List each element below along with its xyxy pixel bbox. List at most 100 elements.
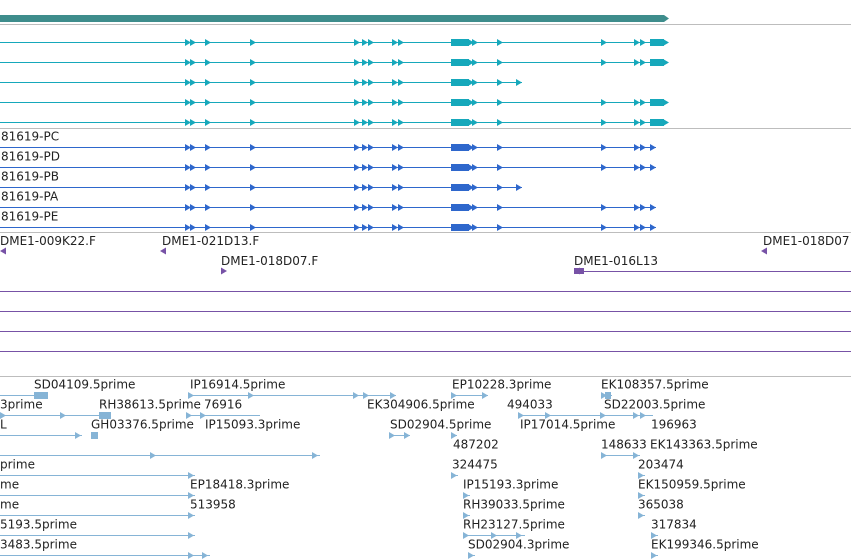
cds-row[interactable]: 81619-PB bbox=[0, 170, 522, 192]
exon-arrow bbox=[392, 99, 398, 106]
transcript-row[interactable] bbox=[0, 59, 669, 66]
est-feature[interactable] bbox=[604, 412, 653, 419]
est-feature[interactable] bbox=[518, 412, 608, 419]
est-label[interactable]: 317834 bbox=[651, 518, 697, 532]
est-label[interactable]: IP16914.5prime bbox=[190, 378, 285, 392]
est-label[interactable]: 148633 bbox=[601, 438, 647, 452]
est-label[interactable]: IP17014.5prime bbox=[520, 418, 615, 432]
est-label[interactable]: SD02904.5prime bbox=[390, 418, 491, 432]
exon-arrow bbox=[250, 99, 256, 106]
est-feature[interactable] bbox=[451, 472, 458, 479]
est-feature[interactable] bbox=[451, 392, 488, 399]
est-label[interactable]: 76916 bbox=[204, 398, 242, 412]
est-feature[interactable] bbox=[0, 512, 195, 519]
coding-exon-block bbox=[451, 144, 469, 151]
est-feature[interactable] bbox=[601, 452, 640, 459]
transcript-row[interactable] bbox=[0, 99, 669, 106]
est-feature[interactable] bbox=[651, 552, 658, 559]
est-label[interactable]: 196963 bbox=[651, 418, 697, 432]
est-feature[interactable] bbox=[186, 412, 260, 419]
coding-exon-block bbox=[650, 99, 664, 106]
est-label[interactable]: L bbox=[0, 418, 7, 432]
est-label[interactable]: 203474 bbox=[638, 458, 684, 472]
exon-arrow bbox=[497, 204, 503, 211]
est-feature[interactable] bbox=[463, 532, 525, 539]
est-feature[interactable] bbox=[468, 552, 475, 559]
est-feature[interactable] bbox=[638, 472, 645, 479]
transcript-row[interactable] bbox=[0, 39, 669, 46]
exon-arrow bbox=[650, 224, 656, 231]
est-label[interactable]: 494033 bbox=[507, 398, 553, 412]
exon-arrow bbox=[468, 552, 474, 559]
est-label[interactable]: RH38613.5prime bbox=[99, 398, 201, 412]
est-feature[interactable] bbox=[0, 532, 195, 539]
est-feature[interactable] bbox=[651, 532, 658, 539]
est-feature[interactable] bbox=[638, 492, 645, 499]
bac-end-arrow bbox=[221, 267, 227, 275]
est-feature[interactable] bbox=[0, 452, 320, 459]
est-label[interactable]: 3prime bbox=[0, 398, 43, 412]
exon-arrow bbox=[205, 59, 211, 66]
exon-arrow bbox=[202, 552, 208, 559]
exon-arrow bbox=[368, 79, 374, 86]
est-label[interactable]: EP10228.3prime bbox=[452, 378, 551, 392]
est-label[interactable]: IP15093.3prime bbox=[205, 418, 300, 432]
est-feature[interactable] bbox=[389, 432, 410, 439]
exon-arrow bbox=[601, 452, 607, 459]
est-label[interactable]: IP15193.3prime bbox=[463, 478, 558, 492]
exon-arrow bbox=[205, 119, 211, 126]
est-feature[interactable] bbox=[463, 512, 470, 519]
transcript-row[interactable] bbox=[0, 79, 522, 86]
est-label[interactable]: EP18418.3prime bbox=[190, 478, 289, 492]
est-label[interactable]: EK150959.5prime bbox=[638, 478, 746, 492]
cds-row[interactable]: 81619-PA bbox=[0, 190, 656, 212]
est-label[interactable]: prime bbox=[0, 458, 35, 472]
cds-row[interactable]: 81619-PC bbox=[0, 130, 656, 152]
est-label[interactable]: me bbox=[0, 498, 19, 512]
exon-arrow bbox=[640, 99, 646, 106]
cds-row[interactable]: 81619-PE bbox=[0, 210, 656, 232]
bac-end-feature[interactable]: DME1-009K22.F bbox=[0, 234, 96, 255]
est-feature[interactable] bbox=[463, 492, 470, 499]
est-feature[interactable] bbox=[601, 392, 612, 399]
est-label[interactable]: EK143363.5prime bbox=[650, 438, 758, 452]
coding-exon-block bbox=[451, 184, 469, 191]
est-feature[interactable] bbox=[451, 432, 457, 439]
est-label[interactable]: EK199346.5prime bbox=[651, 538, 759, 552]
est-feature[interactable] bbox=[0, 392, 48, 399]
est-label[interactable]: RH39033.5prime bbox=[463, 498, 565, 512]
est-feature[interactable] bbox=[0, 432, 98, 439]
bac-end-feature[interactable]: DME1-021D13.F bbox=[160, 234, 259, 255]
exon-arrow bbox=[638, 492, 644, 499]
est-label[interactable]: GH03376.5prime bbox=[91, 418, 194, 432]
exon-arrow bbox=[188, 472, 194, 479]
est-feature[interactable] bbox=[0, 492, 195, 499]
bac-end-feature[interactable]: DME1-018D07.F bbox=[221, 254, 318, 275]
exon-arrow bbox=[398, 119, 404, 126]
exon-arrow bbox=[190, 79, 196, 86]
est-label[interactable]: 365038 bbox=[638, 498, 684, 512]
bac-end-feature[interactable]: DME1-018D07 bbox=[761, 234, 850, 255]
est-feature[interactable] bbox=[638, 512, 645, 519]
est-feature[interactable] bbox=[188, 392, 396, 399]
est-label[interactable]: EK304906.5prime bbox=[367, 398, 475, 412]
est-feature[interactable] bbox=[0, 472, 195, 479]
est-label[interactable]: 513958 bbox=[190, 498, 236, 512]
est-label[interactable]: SD02904.3prime bbox=[468, 538, 569, 552]
est-label[interactable]: 5193.5prime bbox=[0, 518, 77, 532]
est-feature[interactable] bbox=[0, 412, 111, 419]
est-label[interactable]: 3483.5prime bbox=[0, 538, 77, 552]
est-label[interactable]: EK108357.5prime bbox=[601, 378, 709, 392]
exon-arrow bbox=[472, 119, 478, 126]
est-label[interactable]: 487202 bbox=[453, 438, 499, 452]
est-label[interactable]: RH23127.5prime bbox=[463, 518, 565, 532]
est-label[interactable]: 324475 bbox=[452, 458, 498, 472]
transcript-row[interactable] bbox=[0, 119, 669, 126]
est-label[interactable]: SD04109.5prime bbox=[34, 378, 135, 392]
est-label[interactable]: me bbox=[0, 478, 19, 492]
est-label[interactable]: SD22003.5prime bbox=[604, 398, 705, 412]
cds-row[interactable]: 81619-PD bbox=[0, 150, 656, 172]
exon-arrow bbox=[663, 39, 669, 46]
gene-span-bar[interactable] bbox=[0, 15, 669, 22]
est-feature[interactable] bbox=[0, 552, 210, 559]
